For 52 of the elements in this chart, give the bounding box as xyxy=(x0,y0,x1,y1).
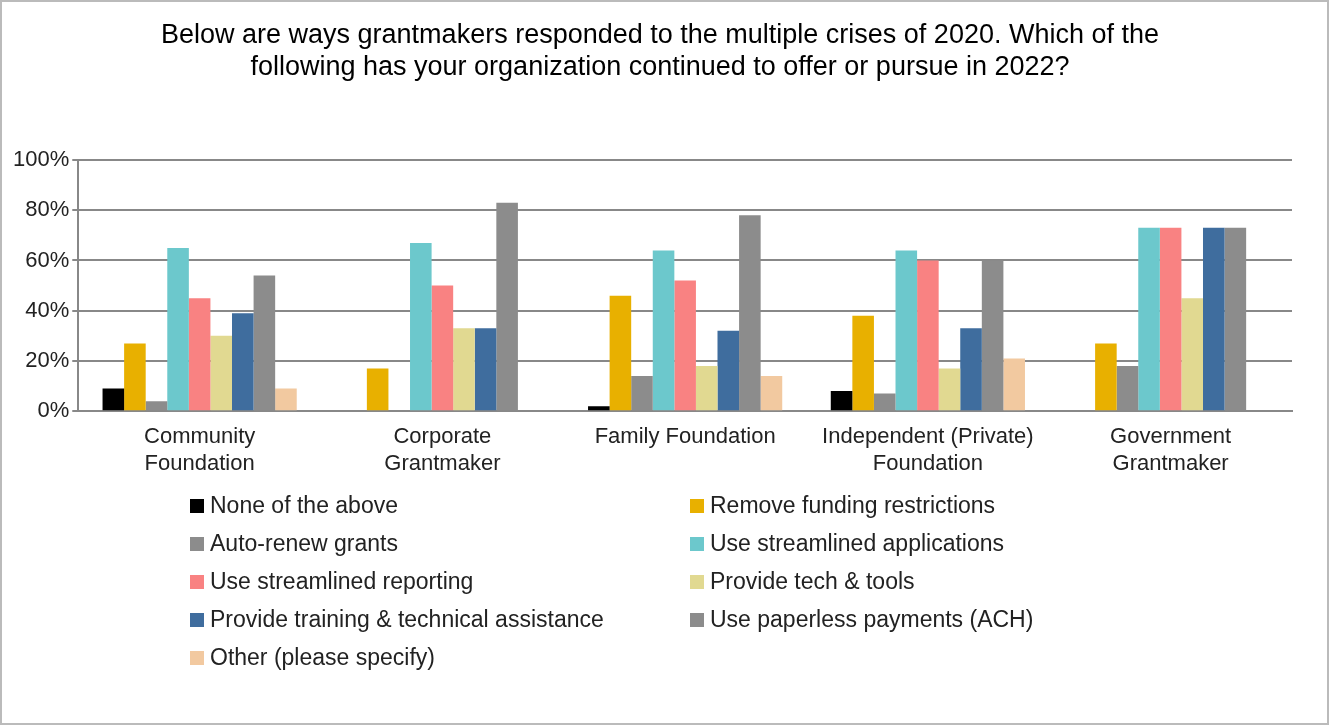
bar xyxy=(652,250,675,411)
bar xyxy=(830,391,853,411)
legend-label: Use paperless payments (ACH) xyxy=(710,606,1034,633)
bar xyxy=(1003,358,1025,411)
bar xyxy=(366,368,389,411)
bar xyxy=(674,280,696,411)
bar xyxy=(1159,227,1182,411)
bar xyxy=(1181,298,1203,411)
bar xyxy=(895,250,918,411)
bar xyxy=(1138,227,1160,411)
bar xyxy=(588,406,610,411)
bar xyxy=(124,343,146,411)
bar xyxy=(102,388,125,411)
bar xyxy=(167,247,189,411)
bar xyxy=(717,330,740,411)
bar xyxy=(232,313,254,411)
y-tick-label: 60% xyxy=(25,246,70,272)
bar xyxy=(453,328,475,411)
bar xyxy=(474,328,497,411)
y-tick-label: 40% xyxy=(25,296,70,322)
bar xyxy=(938,368,961,411)
bar xyxy=(960,328,982,411)
y-tick-label: 80% xyxy=(25,196,70,222)
bar xyxy=(609,295,632,411)
bar xyxy=(410,242,432,411)
x-tick-label: Corporate Grantmaker xyxy=(384,423,501,475)
bar xyxy=(760,376,783,411)
y-tick-label: 0% xyxy=(37,397,70,423)
legend-label: Provide training & technical assistance xyxy=(210,606,604,633)
x-tick-label: Independent (Private) Foundation xyxy=(822,423,1034,475)
x-tick-label: Community Foundation xyxy=(144,423,256,475)
legend-label: Provide tech & tools xyxy=(710,568,915,595)
x-tick-label: Government Grantmaker xyxy=(1110,423,1232,475)
bar xyxy=(917,260,939,411)
bar xyxy=(275,388,297,411)
x-tick-label: Family Foundation xyxy=(594,423,776,449)
legend-label: None of the above xyxy=(210,492,398,519)
legend-label: Remove funding restrictions xyxy=(710,492,996,519)
bar xyxy=(431,285,454,411)
chart-title: Below are ways grantmakers responded to the multiple crises of 2020. Which of the following has your organization continued to offer or pursue in 2022? xyxy=(160,18,1160,82)
bar xyxy=(1095,343,1117,411)
bar xyxy=(695,365,718,411)
legend-label: Auto-renew grants xyxy=(210,530,398,557)
bar xyxy=(210,335,233,411)
bar xyxy=(188,298,211,411)
legend-label: Use streamlined reporting xyxy=(210,568,474,595)
bar xyxy=(1202,227,1225,411)
bar xyxy=(852,315,874,411)
y-tick-label: 100% xyxy=(12,146,70,172)
legend-label: Other (please specify) xyxy=(210,644,435,671)
y-tick-label: 20% xyxy=(25,347,70,373)
legend-label: Use streamlined applications xyxy=(710,530,1005,557)
